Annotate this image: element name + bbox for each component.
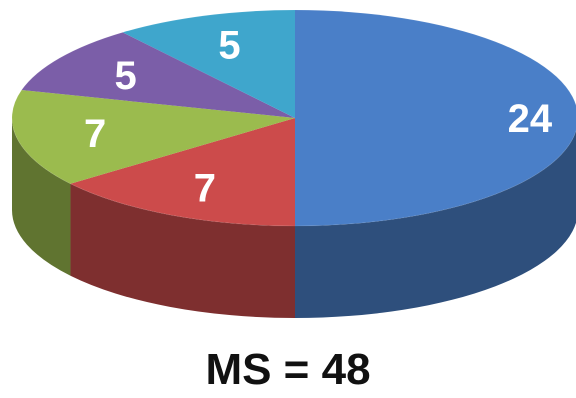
- pie-slice-0: [295, 10, 576, 226]
- slice-label-1: 7: [194, 167, 216, 211]
- pie-slice-4: [122, 10, 295, 118]
- slice-label-4: 5: [218, 23, 240, 67]
- pie-side-1: [70, 183, 295, 318]
- chart-caption: MS = 48: [205, 345, 371, 394]
- pie-sides: [12, 118, 576, 318]
- slice-label-0: 24: [508, 97, 553, 141]
- pie-rim: [11, 9, 576, 227]
- pie-slice-2: [11, 90, 295, 184]
- pie-side-2: [12, 118, 71, 276]
- pie-slice-3: [21, 32, 295, 118]
- pie-slice-1: [70, 118, 295, 226]
- pie-tops: [11, 9, 576, 227]
- pie-side-0: [295, 130, 576, 318]
- slice-label-2: 7: [84, 112, 106, 156]
- slice-label-3: 5: [114, 54, 136, 98]
